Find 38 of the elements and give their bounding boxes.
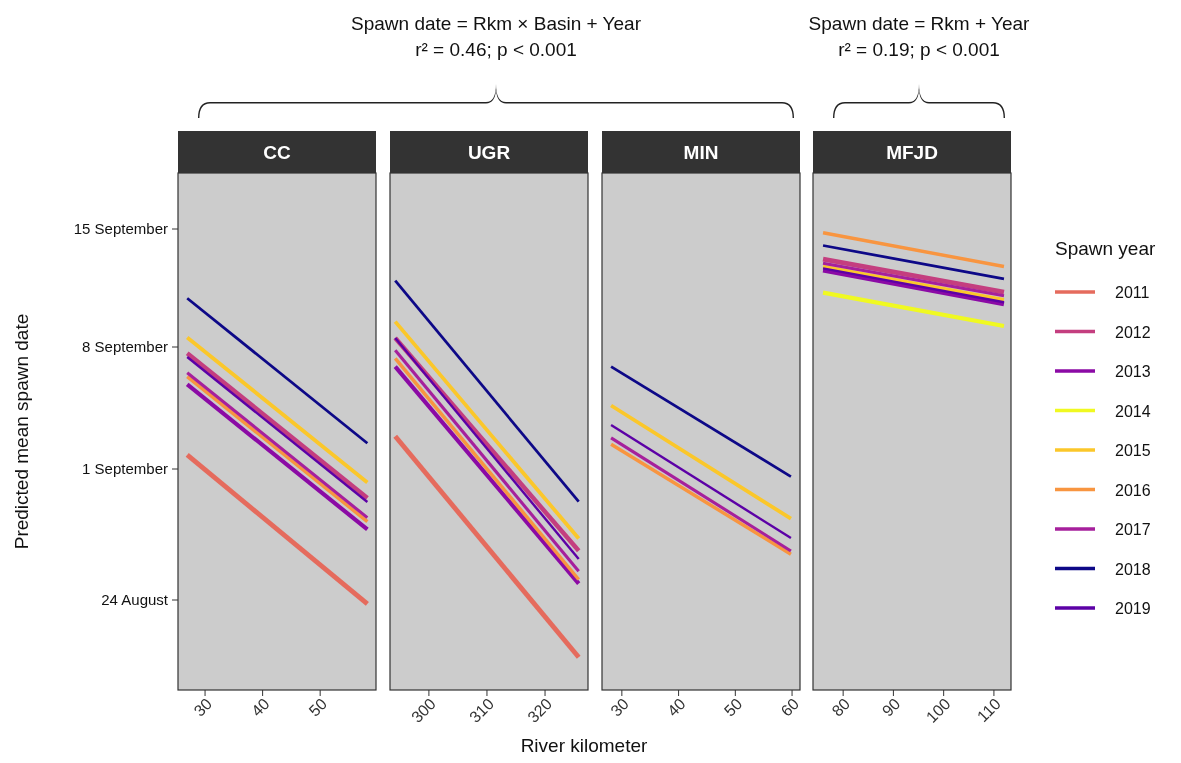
legend-label: 2013 (1115, 363, 1151, 380)
text: r² = 0.19; p < 0.001 (838, 39, 1000, 60)
text: 24 August (101, 591, 169, 608)
x-tick-label: 320 (524, 695, 556, 726)
x-tick-label: 50 (305, 695, 331, 720)
x-tick-label: 50 (720, 695, 746, 720)
x-tick-label: 110 (973, 695, 1005, 726)
legend-label: 2018 (1115, 560, 1151, 578)
chart-title: MIN (683, 142, 719, 163)
text: 1 September (82, 460, 168, 477)
text: Spawn date = Rkm × Basin + Year (351, 13, 642, 34)
x-tick-label: 80 (828, 695, 854, 720)
legend-label: 2012 (1115, 323, 1151, 341)
legend-label: 2019 (1115, 600, 1151, 617)
x-tick-label: 40 (248, 695, 273, 720)
legend-label: 2016 (1115, 481, 1151, 499)
legend-label: 2017 (1115, 521, 1151, 538)
chart-title: UGR (467, 142, 511, 163)
text: 8 September (82, 338, 168, 355)
x-tick-label: 30 (190, 695, 216, 720)
x-tick-label: 310 (466, 695, 498, 726)
legend-title: Spawn year (1055, 238, 1157, 259)
x-tick-label: 60 (777, 695, 803, 720)
x-tick-label: 90 (878, 695, 904, 720)
legend-label: 2011 (1115, 284, 1150, 301)
x-tick-label: 100 (922, 695, 954, 726)
legend-label: 2015 (1115, 442, 1151, 459)
chart-title: MFJD (886, 142, 938, 163)
x-tick-label: 30 (607, 695, 633, 720)
legend-label: 2014 (1115, 402, 1151, 420)
x-tick-label: 40 (664, 695, 689, 720)
x-tick-label: 300 (408, 695, 440, 726)
text: Spawn date = Rkm + Year (808, 13, 1031, 34)
chart-title: CC (263, 142, 291, 163)
x-axis-title: River kilometer (520, 735, 649, 756)
text: 15 September (73, 220, 168, 237)
text: r² = 0.46; p < 0.001 (415, 39, 577, 60)
y-axis-title: Predicted mean spawn date (11, 313, 32, 550)
